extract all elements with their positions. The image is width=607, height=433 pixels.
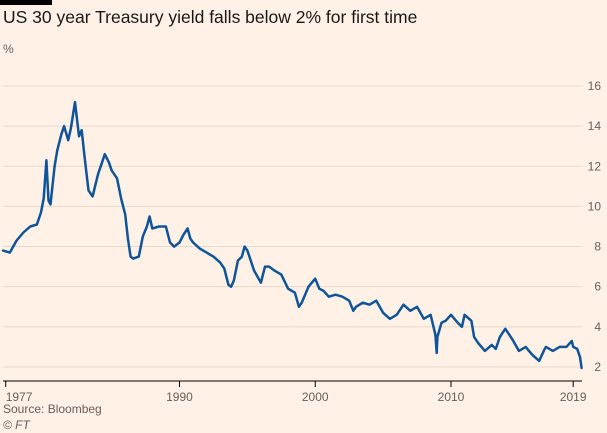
x-axis-ticks: 1977 1990 2000 2010 2019 <box>5 381 587 404</box>
y-tick-label: 10 <box>588 199 602 213</box>
x-tick-label: 1977 <box>6 390 33 404</box>
y-tick-label: 2 <box>594 360 601 374</box>
x-tick-label: 1990 <box>166 390 193 404</box>
x-tick-label: 2019 <box>560 390 587 404</box>
credit-note: © FT <box>3 418 30 432</box>
y-tick-label: 6 <box>594 280 601 294</box>
y-tick-label: 14 <box>588 119 602 133</box>
unit-label: % <box>3 42 14 56</box>
brand-bar <box>0 0 52 5</box>
x-tick-label: 2010 <box>438 390 465 404</box>
yield-series-line <box>1 100 583 370</box>
chart-title: US 30 year Treasury yield falls below 2%… <box>3 7 418 27</box>
y-tick-label: 4 <box>594 320 601 334</box>
y-tick-label: 12 <box>588 159 602 173</box>
y-tick-label: 8 <box>594 240 601 254</box>
source-note: Source: Bloombeg <box>3 402 102 416</box>
y-tick-label: 16 <box>588 79 602 93</box>
x-tick-label: 2000 <box>302 390 329 404</box>
y-axis-ticks: 2 4 6 8 10 12 14 16 <box>588 79 602 374</box>
gridlines <box>3 85 582 368</box>
